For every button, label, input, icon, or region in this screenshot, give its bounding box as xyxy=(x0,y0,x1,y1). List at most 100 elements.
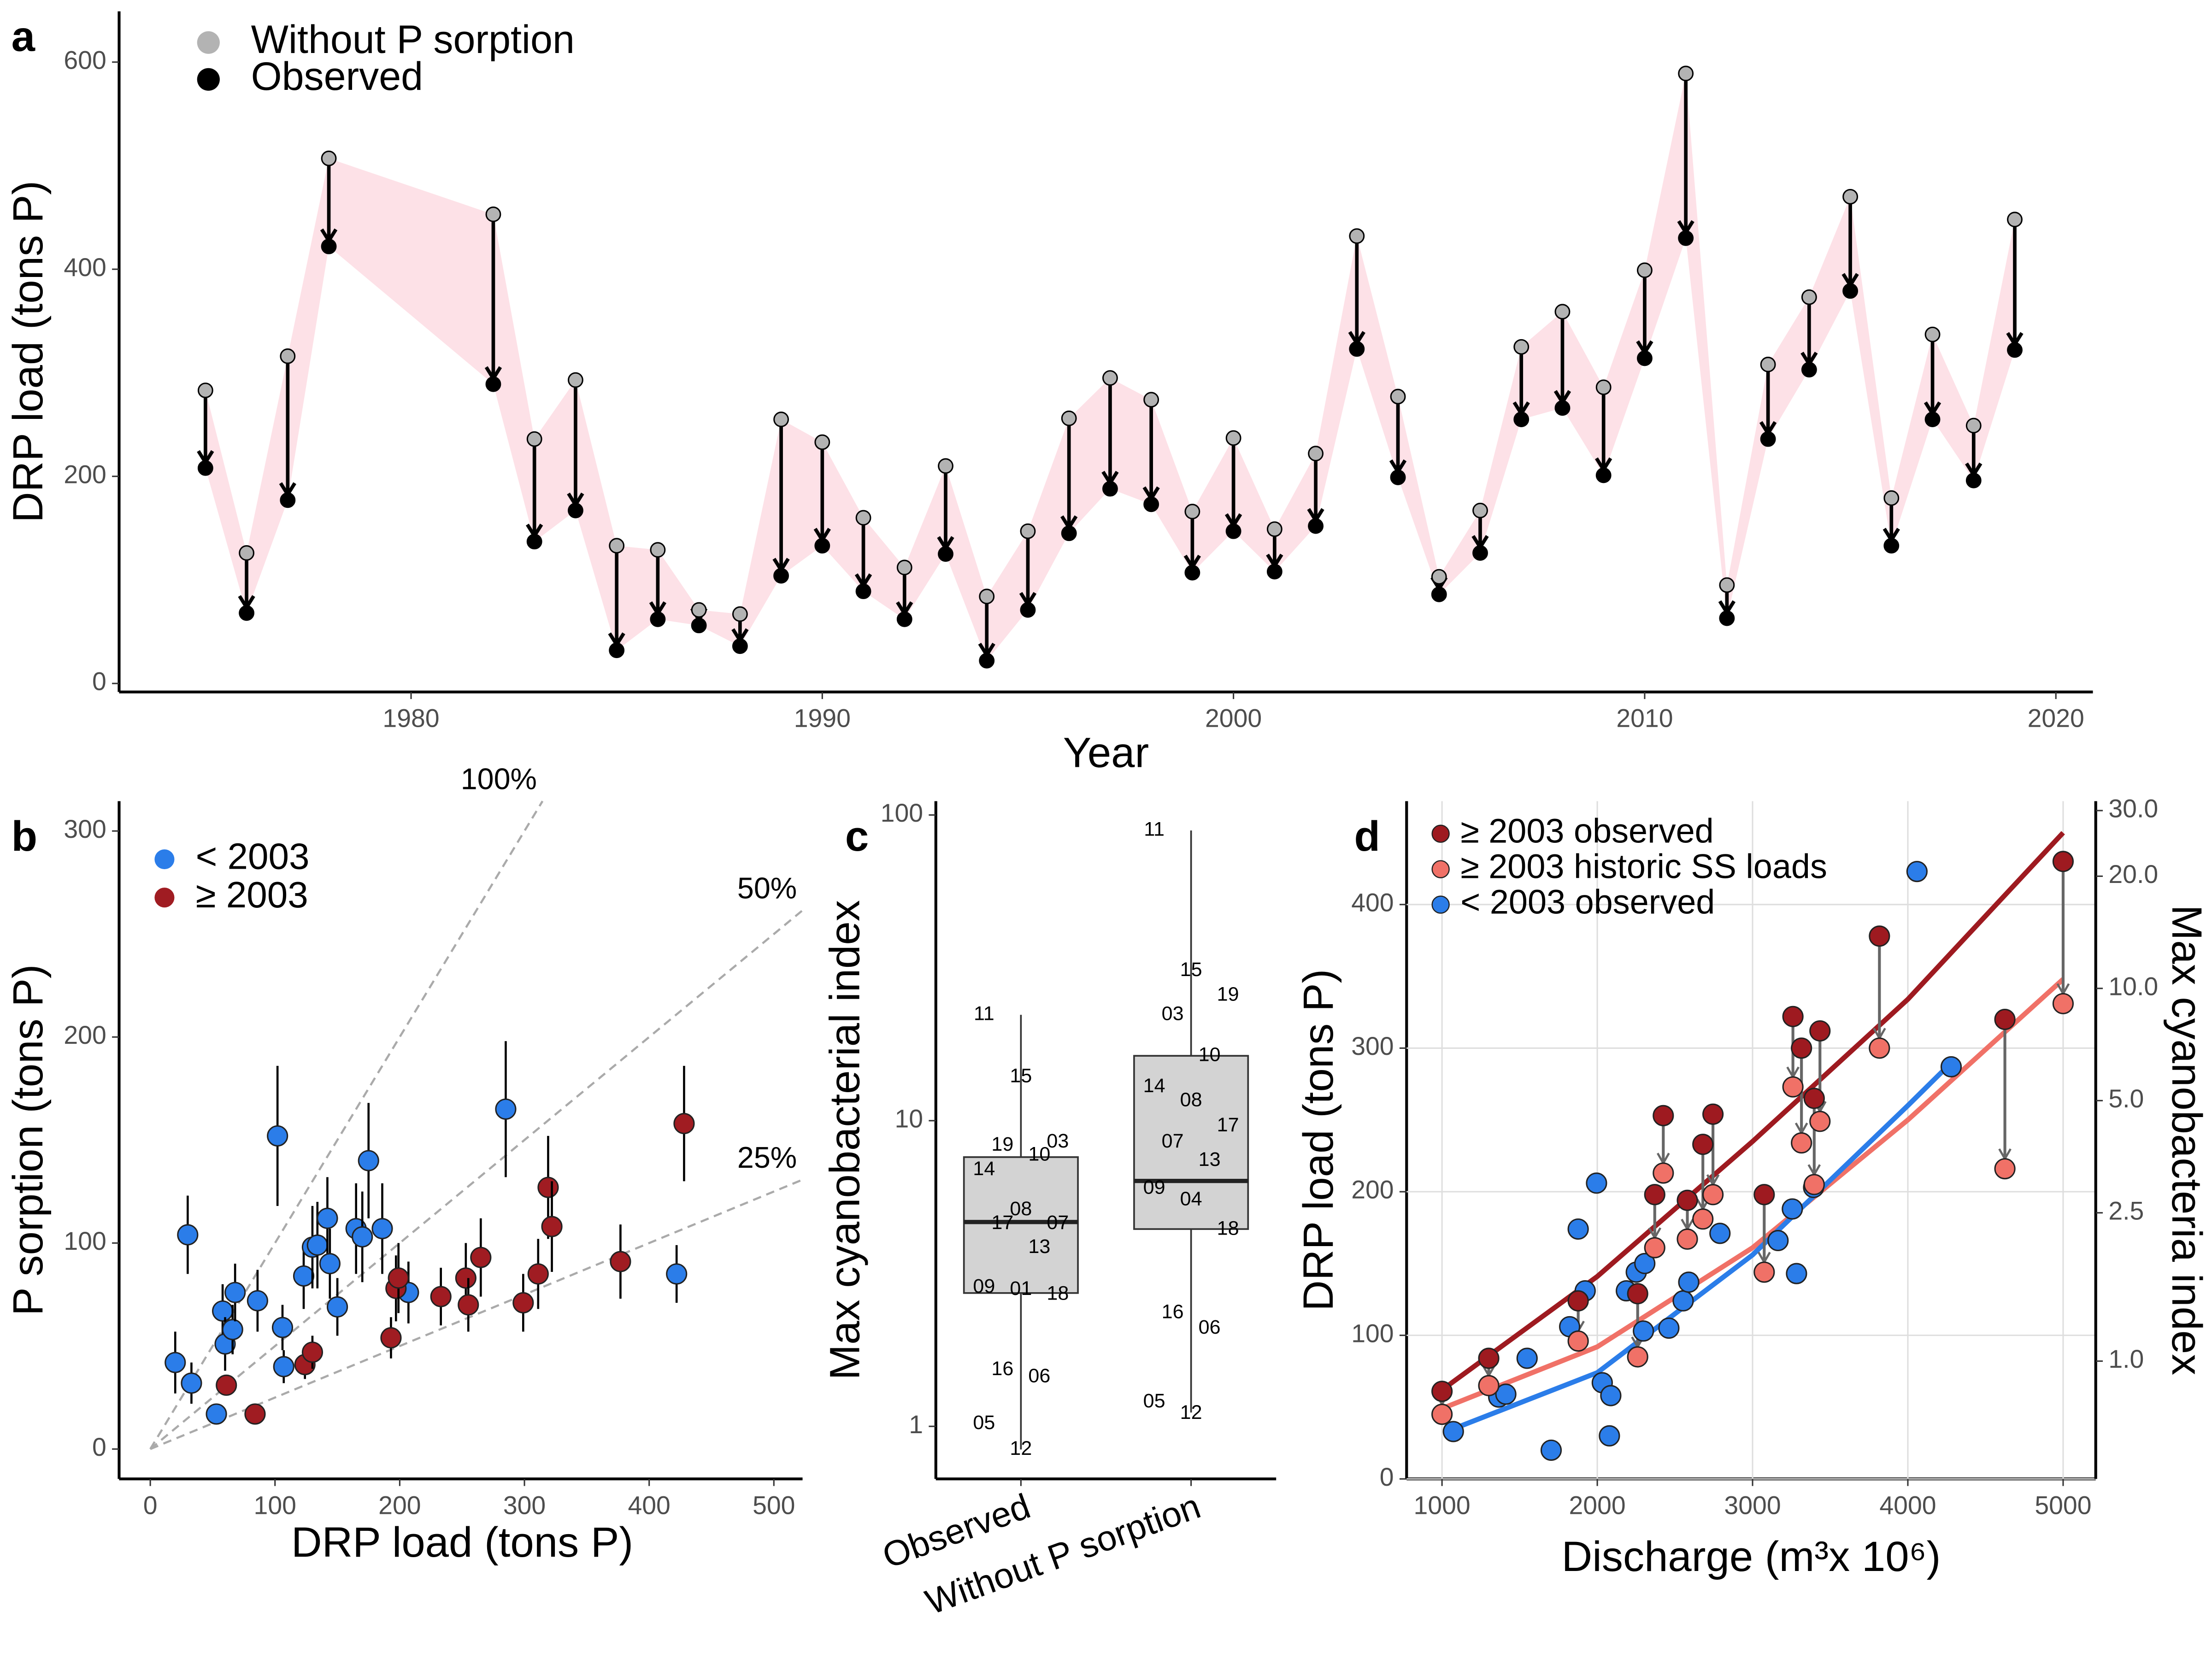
point xyxy=(1709,1223,1731,1244)
point xyxy=(1753,1184,1775,1206)
point xyxy=(239,605,254,621)
point xyxy=(1495,1383,1517,1405)
point xyxy=(1020,523,1036,539)
point xyxy=(455,1267,477,1289)
point xyxy=(691,602,707,618)
point xyxy=(267,1125,288,1147)
point xyxy=(1102,481,1118,497)
point xyxy=(1308,446,1324,462)
point xyxy=(1516,1347,1538,1369)
point xyxy=(1637,350,1653,366)
point xyxy=(1906,861,1928,882)
point xyxy=(1994,1009,2016,1030)
point xyxy=(1801,289,1817,305)
point xyxy=(321,238,337,254)
y-axis-title: P sorption (tons P) xyxy=(4,965,52,1316)
legend-marker xyxy=(1431,824,1450,843)
year-label: 14 xyxy=(973,1158,995,1180)
point xyxy=(197,460,213,476)
y-axis-title: Max cyanobacterial index xyxy=(820,900,868,1380)
point xyxy=(317,1207,338,1229)
panel-label: d xyxy=(1354,812,1380,860)
year-label: 17 xyxy=(991,1212,1013,1234)
y-tick-label: 300 xyxy=(64,815,106,843)
point xyxy=(1803,1088,1825,1109)
legend-marker xyxy=(1431,895,1450,914)
point xyxy=(1702,1184,1724,1206)
ribbon xyxy=(205,73,2015,661)
point xyxy=(1349,228,1365,244)
point xyxy=(855,510,871,526)
point xyxy=(691,618,707,634)
point xyxy=(1678,230,1694,246)
reference-label: 50% xyxy=(737,871,797,905)
point xyxy=(896,611,912,627)
point xyxy=(1677,1228,1698,1250)
year-label: 05 xyxy=(1143,1390,1165,1412)
point xyxy=(1809,1020,1831,1042)
year-label: 17 xyxy=(1217,1114,1239,1136)
point xyxy=(1567,1330,1589,1352)
point xyxy=(567,502,583,518)
point xyxy=(1390,388,1406,405)
point xyxy=(280,492,296,508)
point xyxy=(1791,1132,1812,1154)
point xyxy=(673,1113,695,1135)
point xyxy=(181,1372,202,1394)
point xyxy=(567,372,583,388)
point xyxy=(650,542,666,558)
point xyxy=(1431,1403,1453,1425)
point xyxy=(1719,577,1735,593)
point xyxy=(1595,379,1612,395)
point xyxy=(1809,1111,1831,1132)
year-label: 05 xyxy=(973,1412,995,1434)
point xyxy=(1567,1218,1589,1240)
point xyxy=(1061,525,1077,541)
year-label: 16 xyxy=(1162,1300,1184,1323)
point xyxy=(512,1292,534,1314)
point xyxy=(773,568,789,584)
point xyxy=(388,1267,409,1289)
x-axis-title: DRP load (tons P) xyxy=(291,1518,633,1566)
point xyxy=(979,653,995,669)
point xyxy=(1678,65,1694,82)
year-label: 18 xyxy=(1047,1282,1069,1304)
point xyxy=(1478,1375,1500,1396)
point xyxy=(239,545,254,561)
x-tick-label: 3000 xyxy=(1724,1491,1781,1519)
point xyxy=(326,1296,348,1318)
y2-tick-label: 2.5 xyxy=(2108,1196,2144,1225)
point xyxy=(1225,430,1241,446)
panel-label: c xyxy=(845,812,869,860)
y-tick-label: 200 xyxy=(64,1021,106,1049)
reference-line xyxy=(149,909,804,1450)
y-tick-label: 400 xyxy=(1351,888,1394,917)
point xyxy=(1627,1283,1648,1305)
year-label: 12 xyxy=(1180,1401,1202,1424)
point xyxy=(1653,1162,1674,1184)
point xyxy=(1644,1237,1665,1259)
reference-label: 25% xyxy=(737,1141,797,1174)
point xyxy=(321,150,337,166)
point xyxy=(358,1150,379,1171)
year-label: 08 xyxy=(1010,1198,1032,1220)
year-label: 03 xyxy=(1047,1130,1069,1152)
point xyxy=(1677,1189,1698,1211)
point xyxy=(1637,262,1653,278)
point xyxy=(541,1216,563,1237)
point xyxy=(537,1177,559,1198)
point xyxy=(732,638,748,654)
legend-label: < 2003 observed xyxy=(1460,883,1715,921)
point xyxy=(773,412,789,427)
reference-label: 100% xyxy=(461,762,537,795)
year-label: 19 xyxy=(991,1133,1013,1155)
point xyxy=(1782,1198,1803,1220)
y-tick-label: 600 xyxy=(64,46,106,74)
point xyxy=(1627,1346,1648,1368)
year-label: 13 xyxy=(1028,1235,1050,1258)
point xyxy=(1791,1037,1812,1059)
x-tick-label: 400 xyxy=(628,1491,670,1519)
point xyxy=(1567,1290,1589,1312)
y-tick-label: 10 xyxy=(894,1104,923,1133)
